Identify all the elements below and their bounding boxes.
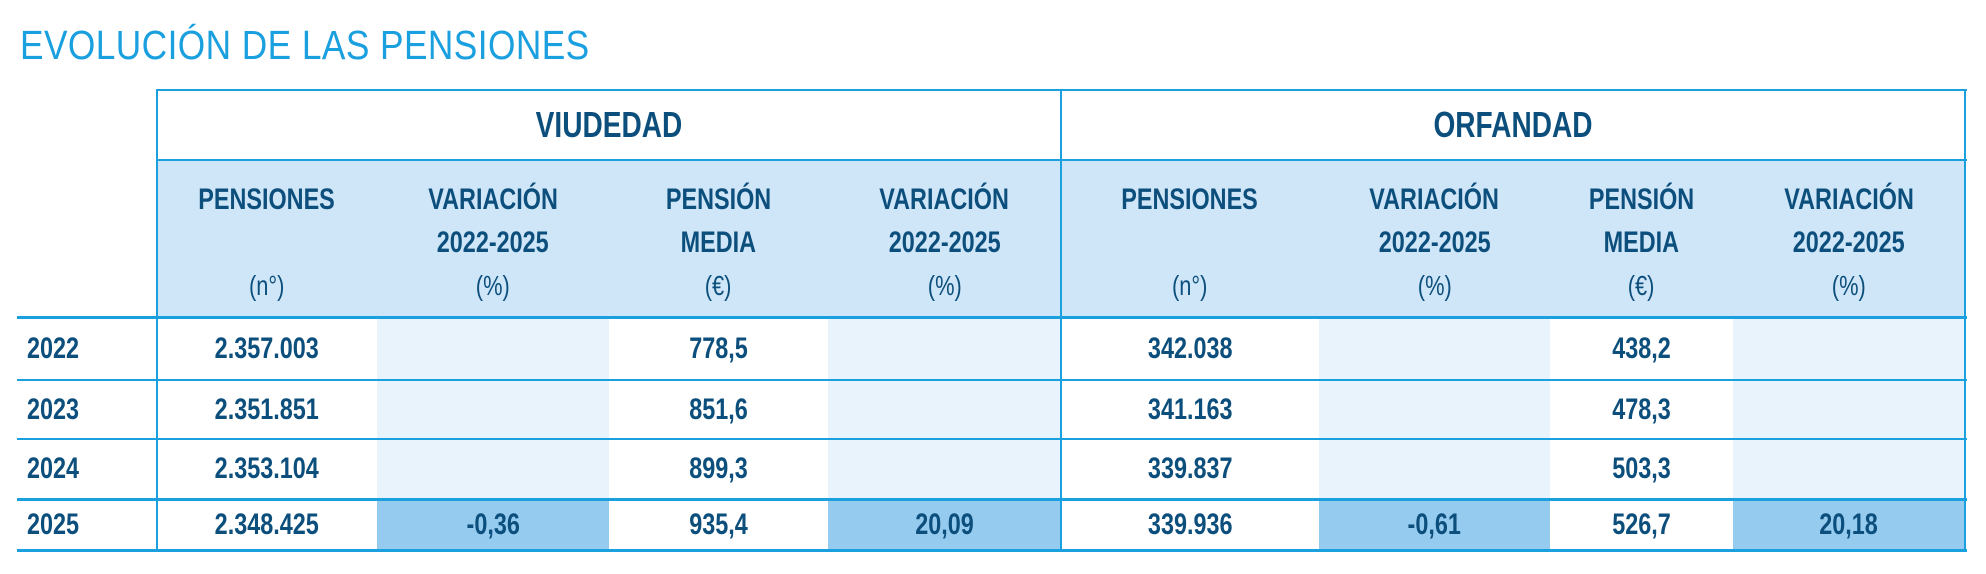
cell-orfandad-pensiones: 339.936 <box>1147 508 1233 541</box>
cell-viudedad-pensiones: 2.348.425 <box>214 508 320 541</box>
cell-orfandad-media: 526,7 <box>1612 508 1671 541</box>
cell-orfandad-pensiones: 342.038 <box>1147 332 1233 365</box>
row-year: 2023 <box>27 392 80 426</box>
row-divider <box>17 379 1967 381</box>
cell-viudedad-variacion-media: 20,09 <box>915 508 974 541</box>
column-header-variacion-media: VARIACIÓN 2022-2025 (%) <box>1784 183 1914 301</box>
cell-viudedad-variacion-media <box>828 439 1061 499</box>
cell-orfandad-media: 503,3 <box>1612 452 1671 485</box>
light-column-bg <box>828 317 1061 499</box>
row-divider <box>17 498 1967 501</box>
cell-orfandad-variacion <box>1319 318 1550 380</box>
cell-orfandad-variacion-media <box>1733 318 1965 380</box>
cell-orfandad-media: 478,3 <box>1612 392 1671 426</box>
cell-viudedad-pensiones: 2.357.003 <box>214 332 320 365</box>
cell-orfandad-variacion <box>1319 439 1550 499</box>
cell-viudedad-variacion <box>377 318 609 380</box>
cell-viudedad-media: 935,4 <box>689 508 748 541</box>
cell-viudedad-variacion-media <box>828 380 1061 439</box>
column-header-variacion: VARIACIÓN 2022-2025 (%) <box>1369 183 1500 301</box>
row-year: 2022 <box>27 332 80 365</box>
row-year: 2024 <box>27 452 80 485</box>
column-header-pensiones: PENSIONES (n°) <box>198 183 336 301</box>
table-border-right <box>1964 89 1966 552</box>
table-border-left <box>156 89 158 552</box>
cell-viudedad-variacion-media <box>828 318 1061 380</box>
light-column-bg <box>377 317 609 499</box>
cell-viudedad-variacion <box>377 380 609 439</box>
cell-orfandad-pensiones: 339.837 <box>1147 452 1233 485</box>
cell-orfandad-variacion-media <box>1733 439 1965 499</box>
highlight-cell-bg <box>1319 499 1550 550</box>
highlight-cell-bg <box>377 499 609 550</box>
cell-viudedad-pensiones: 2.353.104 <box>214 452 320 485</box>
cell-orfandad-variacion-media: 20,18 <box>1819 508 1879 541</box>
cell-orfandad-variacion-media <box>1733 380 1965 439</box>
table-border-bottom <box>17 549 1967 552</box>
cell-viudedad-media: 778,5 <box>689 332 748 365</box>
cell-orfandad-pensiones: 341.163 <box>1147 392 1233 426</box>
highlight-cell-bg <box>828 499 1061 550</box>
row-divider <box>17 438 1967 440</box>
group-header-orfandad: ORFANDAD <box>1433 104 1593 145</box>
column-header-pension-media: PENSIÓN MEDIA (€) <box>665 183 772 301</box>
highlight-cell-bg <box>1733 499 1965 550</box>
cell-viudedad-variacion <box>377 439 609 499</box>
page-title: EVOLUCIÓN DE LAS PENSIONES <box>20 22 590 68</box>
column-header-pension-media: PENSIÓN MEDIA (€) <box>1588 183 1695 301</box>
group-header-viudedad: VIUDEDAD <box>535 104 683 145</box>
header-bottom-line <box>17 316 1967 319</box>
cell-viudedad-media: 851,6 <box>689 392 748 426</box>
row-year: 2025 <box>27 508 80 541</box>
cell-orfandad-variacion: -0,61 <box>1407 508 1462 541</box>
column-header-variacion-media: VARIACIÓN 2022-2025 (%) <box>879 183 1010 301</box>
cell-viudedad-media: 899,3 <box>689 452 748 485</box>
cell-viudedad-variacion: -0,36 <box>466 508 520 541</box>
light-column-bg <box>1319 317 1550 499</box>
column-header-variacion: VARIACIÓN 2022-2025 (%) <box>428 183 558 301</box>
group-divider <box>1060 89 1062 552</box>
cell-viudedad-pensiones: 2.351.851 <box>214 392 320 426</box>
cell-orfandad-media: 438,2 <box>1612 332 1671 365</box>
column-header-pensiones: PENSIONES (n°) <box>1121 183 1259 301</box>
light-column-bg <box>1733 317 1965 499</box>
cell-orfandad-variacion <box>1319 380 1550 439</box>
